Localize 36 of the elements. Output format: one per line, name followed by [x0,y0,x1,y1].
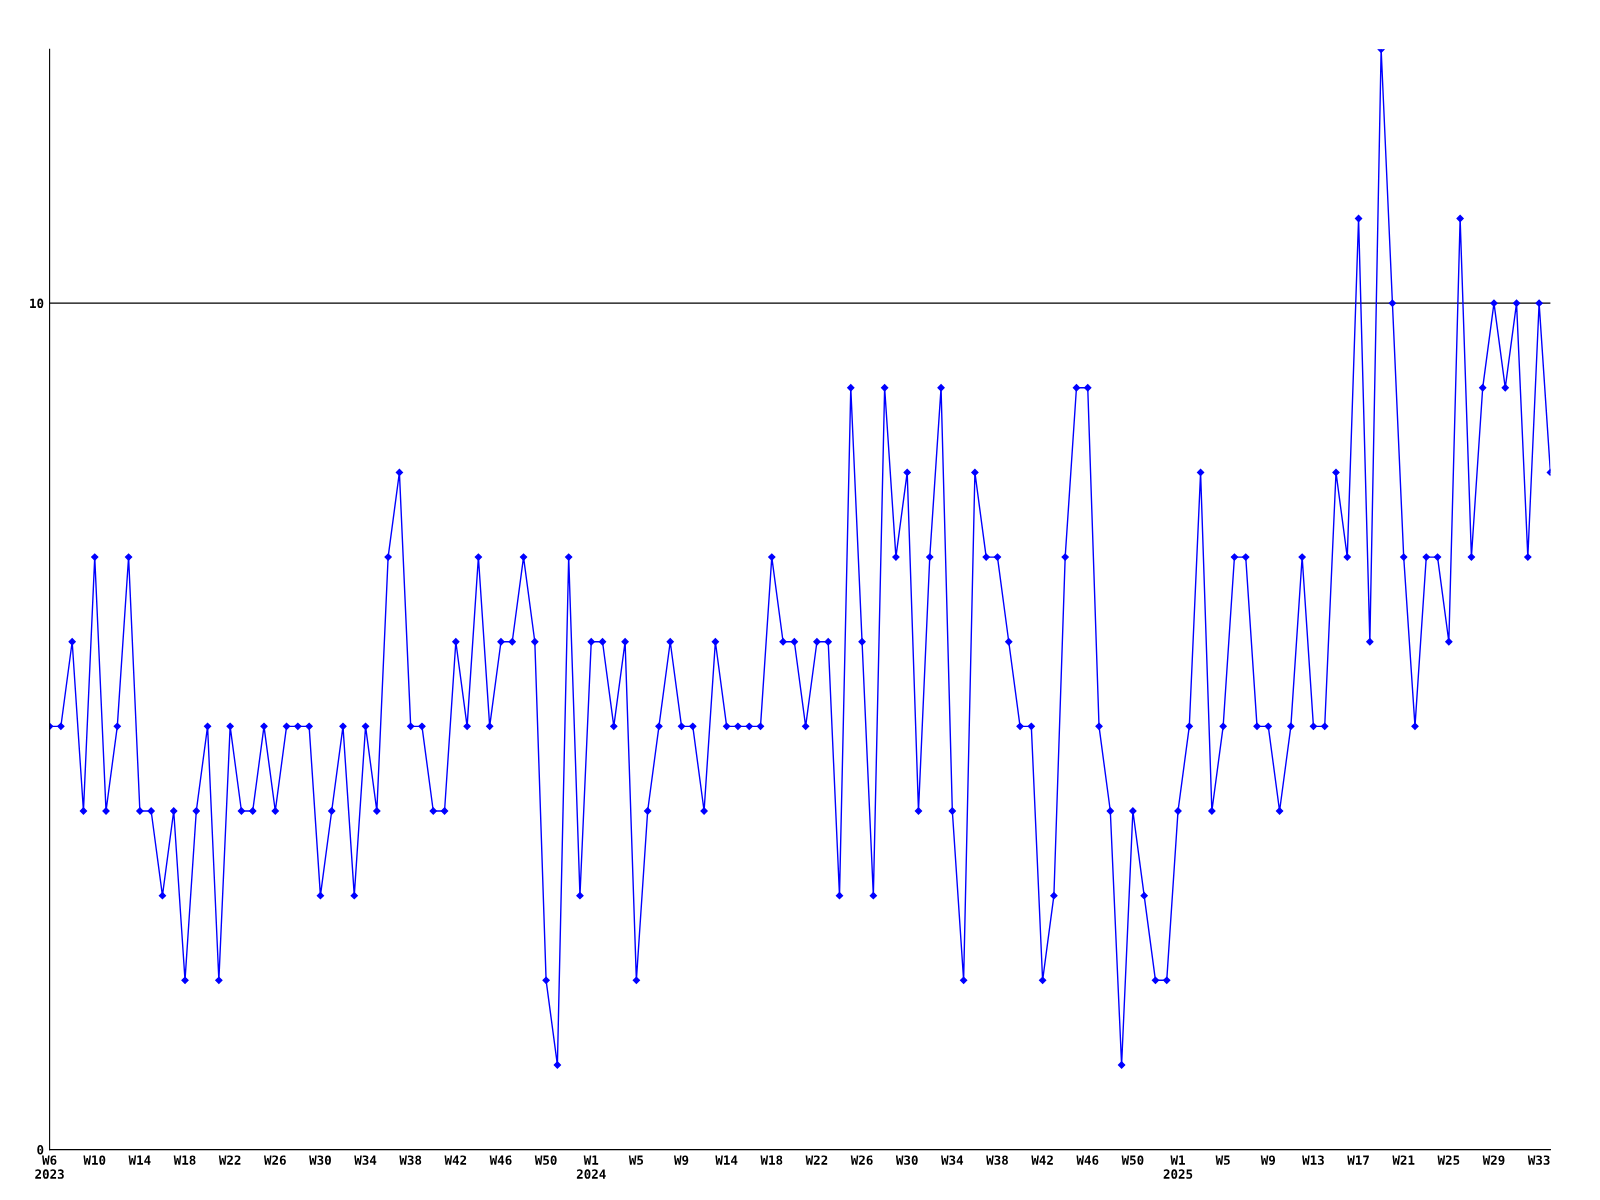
x-tick-label: W34 [941,1155,964,1165]
x-tick-label: W21 [1392,1155,1415,1165]
x-tick-label: W10 [83,1155,106,1165]
x-tick-label: W33 [1527,1155,1550,1165]
x-tick-label: W42 [1031,1155,1053,1165]
x-tick-label: W50 [1121,1155,1144,1165]
x-tick-label: W46 [1076,1155,1099,1165]
x-tick-label: W13 [1302,1155,1324,1165]
x-tick-label: W26 [264,1155,286,1165]
x-tick-label: W25 [1437,1155,1460,1165]
y-tick-label: 0 [37,1145,44,1155]
x-tick-label: W18 [173,1155,196,1165]
x-tick-label: W5 [628,1155,644,1165]
x-tick-label: W38 [399,1155,422,1165]
x-tick-label: W30 [309,1155,331,1165]
x-tick-label: W22 [218,1155,241,1165]
x-tick-label: W1 2025 [1163,1155,1193,1179]
x-tick-label: W29 [1482,1155,1505,1165]
x-tick-label: W50 [534,1155,557,1165]
x-tick-label: W22 [805,1155,828,1165]
x-tick-label: W17 [1347,1155,1369,1165]
x-tick-label: W9 [673,1155,689,1165]
x-tick-label: W5 [1215,1155,1230,1165]
x-tick-label: W26 [850,1155,873,1165]
x-tick-label: W38 [986,1155,1008,1165]
x-tick-label: W18 [760,1155,783,1165]
x-tick-label: W30 [895,1155,918,1165]
x-tick-label: W42 [444,1155,467,1165]
x-tick-label: W9 [1260,1155,1276,1165]
x-tick-label: W1 2024 [576,1155,606,1179]
x-tick-label: W34 [354,1155,377,1165]
x-tick-label: W6 2023 [35,1155,64,1179]
x-tick-label: W46 [489,1155,512,1165]
y-tick-label: 10 [30,298,44,309]
x-tick-label: W14 [128,1155,151,1165]
x-tick-label: W14 [715,1155,738,1165]
